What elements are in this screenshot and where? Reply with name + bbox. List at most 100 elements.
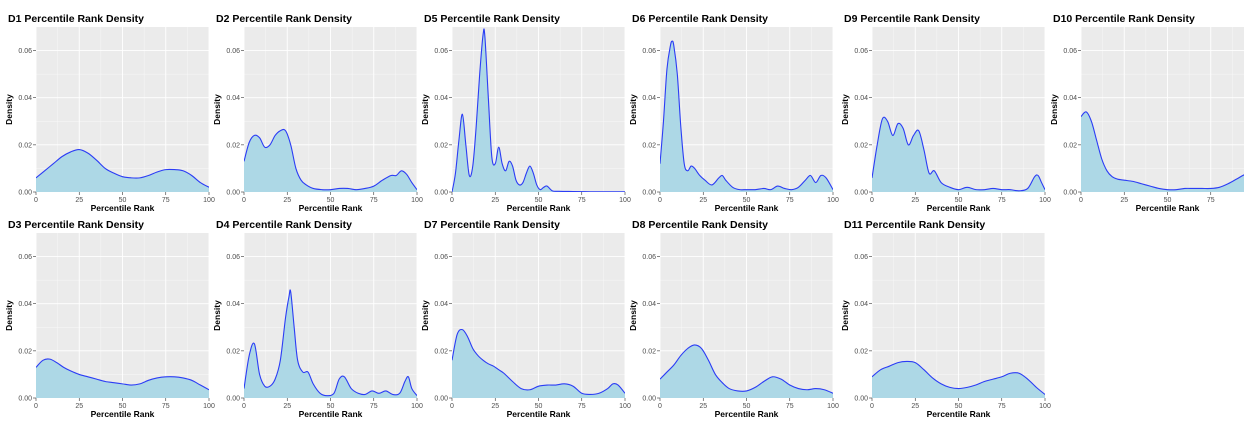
y-tick-label: 0.00	[854, 396, 868, 403]
x-axis-label: Percentile Rank	[715, 409, 779, 419]
panel-title: D5 Percentile Rank Density	[424, 13, 560, 25]
y-tick-label: 0.02	[1063, 142, 1077, 149]
density-panel: D3 Percentile Rank Density 0.00 0.02 0.04 0.…	[4, 219, 215, 419]
y-tick-label: 0.06	[1063, 48, 1077, 55]
y-axis-label: Density	[840, 94, 850, 125]
y-tick-label: 0.06	[226, 48, 240, 55]
y-tick-label: 0.02	[854, 142, 868, 149]
density-area	[660, 41, 833, 192]
x-tick-label: 0	[34, 403, 38, 410]
density-panel: D10 Percentile Rank Density 0.00 0.02 0.04 0…	[1049, 13, 1244, 213]
x-tick-label: 50	[955, 197, 963, 204]
y-tick-label: 0.00	[642, 190, 656, 197]
x-tick-label: 100	[411, 403, 423, 410]
density-panel: D5 Percentile Rank Density 0.00 0.02 0.04 0.…	[420, 13, 631, 213]
minor-gridlines	[660, 233, 833, 398]
x-axis-label: Percentile Rank	[91, 409, 155, 419]
y-tick-label: 0.04	[18, 95, 32, 102]
x-axis-label: Percentile Rank	[299, 203, 363, 213]
y-tick-label: 0.00	[226, 396, 240, 403]
x-tick-label: 0	[658, 403, 662, 410]
y-axis-label: Density	[1049, 94, 1059, 125]
y-tick-label: 0.04	[226, 301, 240, 308]
plot-background	[1081, 27, 1244, 192]
y-tick-label: 0.06	[18, 48, 32, 55]
panel-title: D11 Percentile Rank Density	[844, 219, 985, 231]
major-gridlines	[35, 27, 210, 193]
density-line	[1081, 111, 1244, 191]
y-tick-label: 0.00	[642, 396, 656, 403]
y-axis-label: Density	[420, 94, 430, 125]
y-tick-label: 0.04	[854, 95, 868, 102]
x-tick-label: 100	[619, 403, 631, 410]
y-tick-label: 0.00	[1063, 190, 1077, 197]
x-tick-label: 50	[119, 197, 127, 204]
x-tick-label: 0	[450, 403, 454, 410]
y-tick-label: 0.00	[18, 396, 32, 403]
x-tick-label: 100	[203, 197, 215, 204]
y-tick-label: 0.06	[642, 48, 656, 55]
major-gridlines	[659, 233, 834, 399]
x-tick-label: 0	[870, 403, 874, 410]
x-tick-label: 25	[75, 403, 83, 410]
density-area	[244, 129, 417, 192]
x-tick-label: 100	[1039, 403, 1051, 410]
x-axis-label: Percentile Rank	[927, 203, 991, 213]
x-tick-label: 75	[578, 403, 586, 410]
y-tick-label: 0.06	[854, 254, 868, 261]
y-tick-label: 0.04	[226, 95, 240, 102]
x-axis-label: Percentile Rank	[1136, 203, 1200, 213]
y-axis-label: Density	[4, 300, 14, 331]
y-tick-label: 0.00	[434, 190, 448, 197]
y-tick-label: 0.04	[434, 301, 448, 308]
major-gridlines	[35, 233, 210, 399]
panel-title: D9 Percentile Rank Density	[844, 13, 980, 25]
y-axis-label: Density	[212, 300, 222, 331]
x-tick-label: 50	[743, 403, 751, 410]
x-tick-label: 0	[34, 197, 38, 204]
y-tick-label: 0.04	[854, 301, 868, 308]
x-tick-label: 25	[911, 197, 919, 204]
density-line	[452, 328, 625, 396]
x-tick-label: 100	[203, 403, 215, 410]
density-panel: D8 Percentile Rank Density 0.00 0.02 0.04 0.…	[628, 219, 839, 419]
x-axis-label: Percentile Rank	[927, 409, 991, 419]
x-tick-label: 25	[911, 403, 919, 410]
x-tick-label: 50	[1164, 197, 1172, 204]
density-area	[36, 149, 209, 192]
y-tick-label: 0.02	[642, 348, 656, 355]
y-tick-label: 0.06	[642, 254, 656, 261]
x-tick-label: 50	[535, 197, 543, 204]
panel-title: D2 Percentile Rank Density	[216, 13, 352, 25]
density-line	[872, 360, 1045, 395]
x-tick-label: 50	[535, 403, 543, 410]
density-panel: D9 Percentile Rank Density 0.00 0.02 0.04 0.…	[840, 13, 1051, 213]
x-tick-label: 100	[827, 197, 839, 204]
density-area	[660, 344, 833, 398]
y-tick-label: 0.00	[226, 190, 240, 197]
density-panel: D7 Percentile Rank Density 0.00 0.02 0.04 0.…	[420, 219, 631, 419]
x-tick-label: 50	[743, 197, 751, 204]
density-line	[452, 28, 625, 192]
density-panel: D1 Percentile Rank Density 0.00 0.02 0.04 0.…	[4, 13, 215, 213]
y-axis-label: Density	[840, 300, 850, 331]
density-panel: D4 Percentile Rank Density 0.00 0.02 0.04 0.…	[212, 219, 423, 419]
y-axis-label: Density	[628, 94, 638, 125]
y-tick-label: 0.00	[854, 190, 868, 197]
panel-title: D6 Percentile Rank Density	[632, 13, 768, 25]
x-tick-label: 100	[827, 403, 839, 410]
y-tick-label: 0.06	[434, 254, 448, 261]
x-tick-label: 0	[1079, 197, 1083, 204]
x-tick-label: 75	[998, 197, 1006, 204]
y-tick-label: 0.04	[642, 95, 656, 102]
y-axis-label: Density	[4, 94, 14, 125]
density-area	[872, 361, 1045, 398]
x-tick-label: 75	[370, 403, 378, 410]
x-tick-label: 75	[162, 197, 170, 204]
x-tick-label: 25	[283, 197, 291, 204]
x-axis-label: Percentile Rank	[715, 203, 779, 213]
x-tick-label: 75	[162, 403, 170, 410]
density-panel: D11 Percentile Rank Density 0.00 0.02 0.04 0…	[840, 219, 1051, 419]
y-tick-label: 0.06	[226, 254, 240, 261]
